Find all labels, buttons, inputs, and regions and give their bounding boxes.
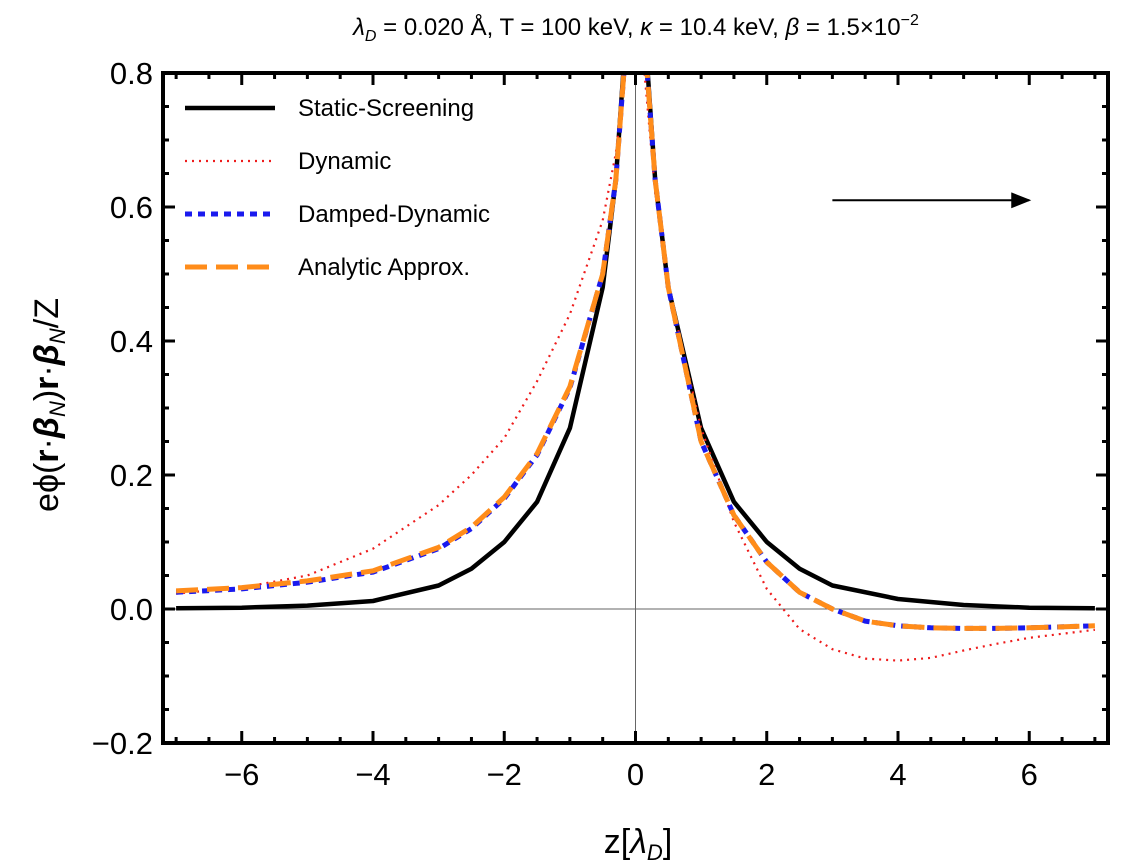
chart-title: λD = 0.020 Å, T = 100 keV, κ = 10.4 keV,… xyxy=(351,12,919,45)
legend-label: Damped-Dynamic xyxy=(298,201,490,228)
x-axis-label: z[λD] xyxy=(604,823,673,863)
y-axis-label: eϕ(r·βN)r·βN/Z xyxy=(28,298,70,512)
legend-label: Static-Screening xyxy=(298,95,474,122)
x-tick-label: 4 xyxy=(889,757,906,792)
x-tick-label: 2 xyxy=(758,757,775,792)
series-group xyxy=(175,73,1096,662)
series-line-analytic-approx xyxy=(175,73,1095,631)
y-tick-label: −0.2 xyxy=(92,726,153,761)
y-tick-label: 0.6 xyxy=(110,190,153,225)
legend-label: Analytic Approx. xyxy=(298,254,470,281)
frame: −6 −4 −2 0 2 4 6 −0.2 0.0 0.2 0.4 0.6 0.8 xyxy=(92,56,1110,792)
axes xyxy=(163,73,1108,743)
x-tick-label: −6 xyxy=(224,757,259,792)
series-line-static-screening xyxy=(176,73,1095,611)
legend: Static-Screening Dynamic Damped-Dynamic Ana… xyxy=(185,95,490,281)
y-tick-label: 0.8 xyxy=(110,56,153,91)
y-tick-label: 0.2 xyxy=(110,458,153,493)
x-tick-label: −4 xyxy=(355,757,390,792)
y-tick-label: 0.4 xyxy=(110,324,153,359)
x-tick-label: 6 xyxy=(1021,757,1038,792)
y-tick-label: 0.0 xyxy=(110,592,153,627)
x-tick-label: 0 xyxy=(627,757,644,792)
legend-label: Dynamic xyxy=(298,148,391,175)
x-tick-label: −2 xyxy=(487,757,522,792)
